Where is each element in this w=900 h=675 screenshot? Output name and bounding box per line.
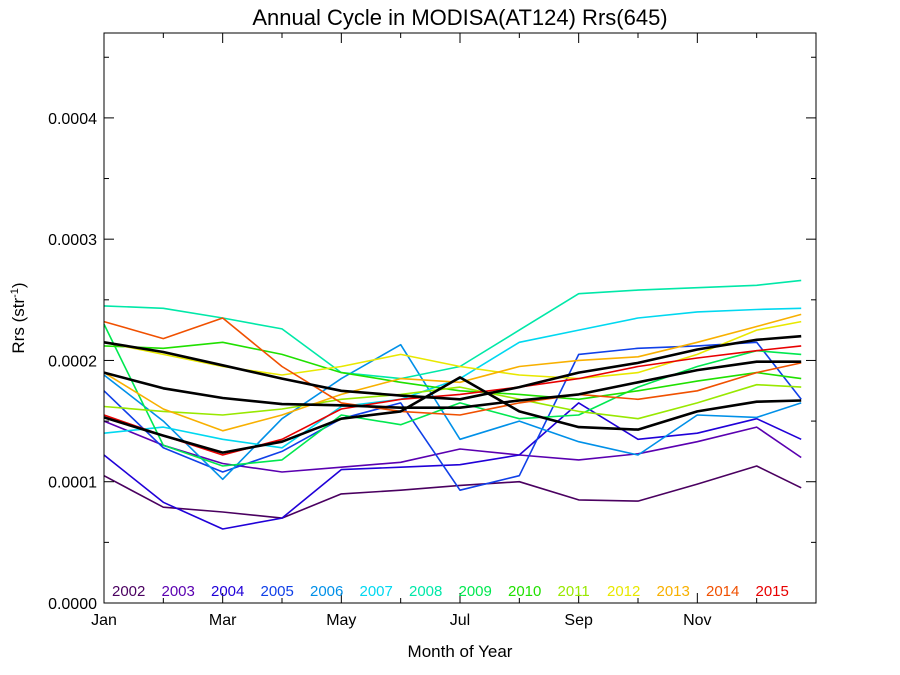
y-tick-label: 0.0001 bbox=[48, 475, 97, 492]
series-line-2015 bbox=[103, 345, 802, 456]
legend-item-2010: 2010 bbox=[508, 583, 541, 600]
plot-frame bbox=[103, 32, 817, 604]
legend-item-2012: 2012 bbox=[607, 583, 640, 600]
x-tick-label: Sep bbox=[564, 612, 593, 629]
legend-item-2015: 2015 bbox=[756, 583, 789, 600]
legend-item-2002: 2002 bbox=[112, 583, 145, 600]
legend-item-2005: 2005 bbox=[261, 583, 294, 600]
x-axis-label: Month of Year bbox=[408, 642, 513, 661]
series-line-2013 bbox=[103, 313, 802, 432]
series-line-2006 bbox=[103, 343, 802, 481]
series-line-2002 bbox=[103, 465, 802, 519]
legend-item-2009: 2009 bbox=[459, 583, 492, 600]
y-axis-label-text: Rrs (str bbox=[9, 298, 28, 354]
mean-line-16 bbox=[103, 376, 802, 454]
series-line-2010 bbox=[103, 341, 802, 401]
x-tick-label: Mar bbox=[209, 612, 237, 629]
x-axis: Jan Mar May Jul Sep Nov bbox=[91, 33, 758, 629]
legend-item-2004: 2004 bbox=[211, 583, 244, 600]
legend-item-2006: 2006 bbox=[310, 583, 343, 600]
x-tick-label: Jan bbox=[91, 612, 117, 629]
y-tick-label: 0.0002 bbox=[48, 353, 97, 370]
series-line-2003 bbox=[103, 420, 802, 473]
legend-item-2011: 2011 bbox=[558, 583, 590, 600]
y-tick-label: 0.0000 bbox=[48, 596, 97, 613]
series-line-2004 bbox=[103, 402, 802, 530]
y-tick-label: 0.0003 bbox=[48, 232, 97, 249]
series-line-2011 bbox=[103, 383, 802, 420]
legend-item-2007: 2007 bbox=[360, 583, 393, 600]
legend-item-2008: 2008 bbox=[409, 583, 442, 600]
legend-item-2013: 2013 bbox=[657, 583, 690, 600]
series-line-2005 bbox=[103, 341, 802, 492]
series-line-2014 bbox=[103, 317, 802, 416]
legend: 2002 2003 2004 2005 2006 2007 2008 2009 2010 2011… bbox=[112, 583, 789, 600]
mean-line-15 bbox=[103, 360, 802, 410]
x-tick-label: Nov bbox=[683, 612, 711, 629]
legend-item-2003: 2003 bbox=[162, 583, 195, 600]
y-axis-label: Rrs (str-1) bbox=[9, 282, 28, 353]
series-line-2009 bbox=[103, 323, 802, 467]
x-tick-label: Jul bbox=[450, 612, 470, 629]
x-tick-label: May bbox=[326, 612, 356, 629]
y-tick-label: 0.0004 bbox=[48, 111, 97, 128]
mean-line-14 bbox=[103, 334, 802, 401]
chart-title: Annual Cycle in MODISA(AT124) Rrs(645) bbox=[252, 5, 667, 30]
y-axis-label-superscript: -1 bbox=[9, 288, 21, 298]
y-axis-label-close: ) bbox=[9, 282, 28, 288]
legend-item-2014: 2014 bbox=[706, 583, 739, 600]
series-lines bbox=[103, 279, 802, 530]
y-axis: 0.0000 0.0001 0.0002 0.0003 0.0004 bbox=[48, 56, 816, 613]
